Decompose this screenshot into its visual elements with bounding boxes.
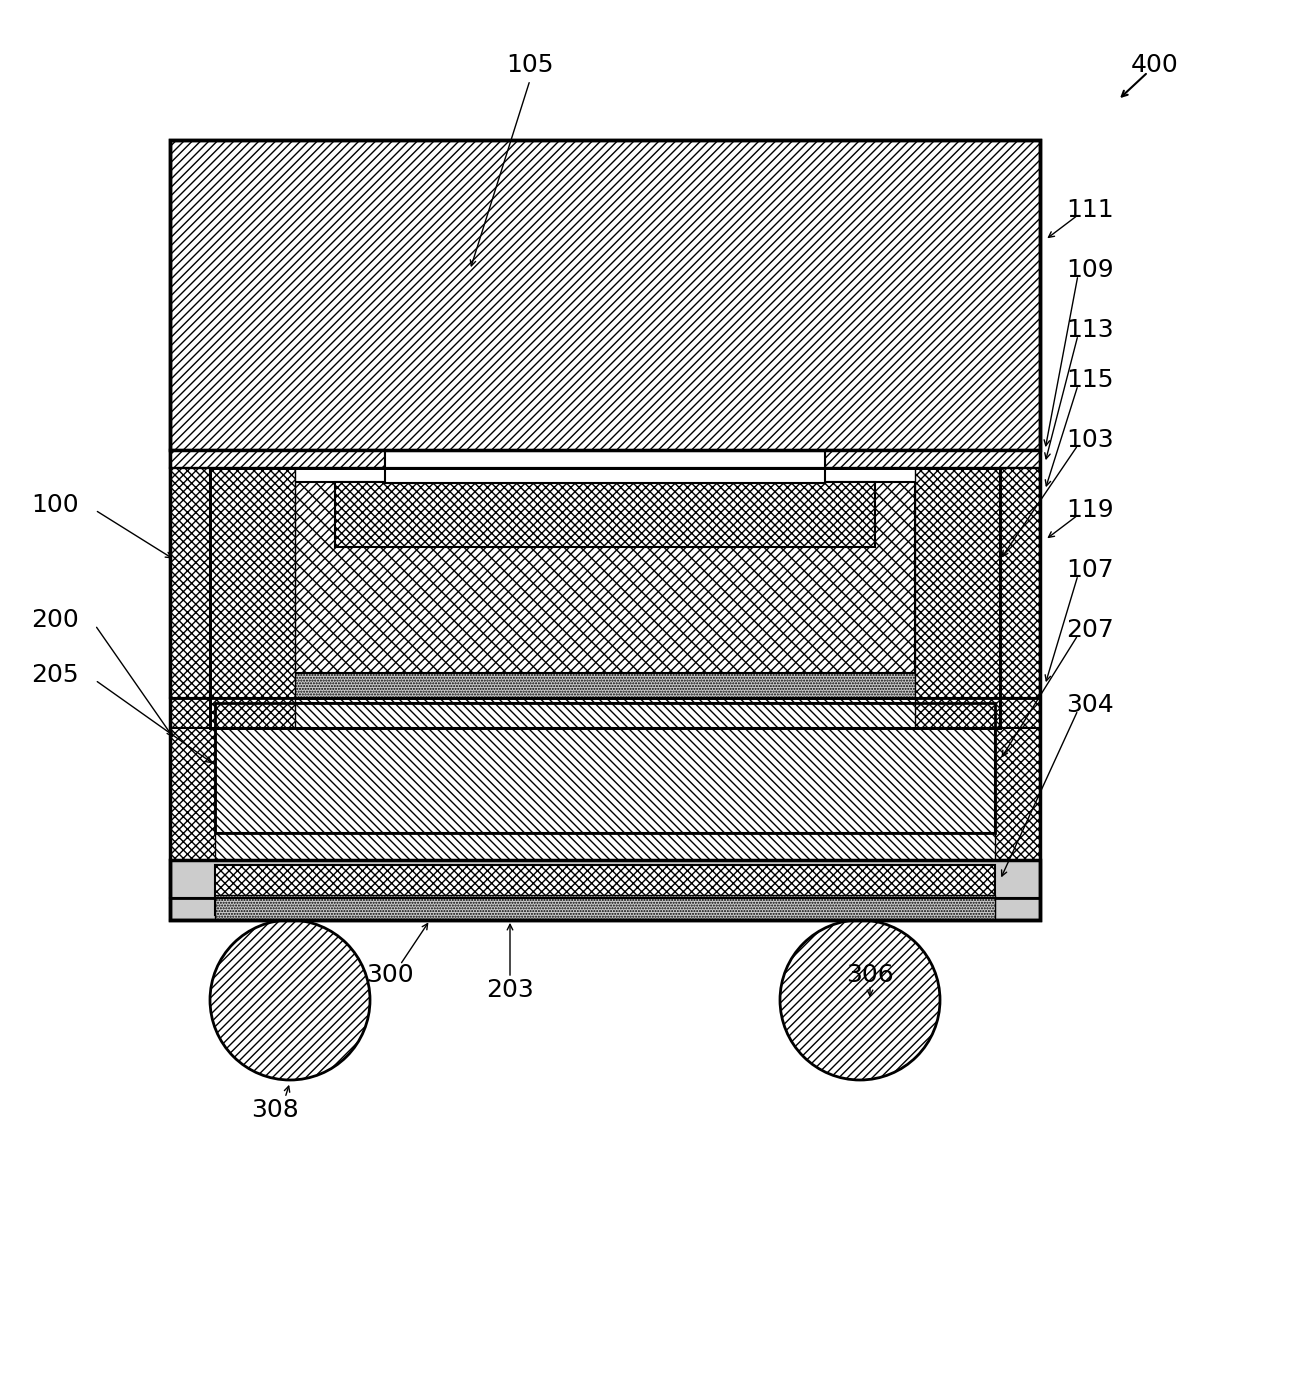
Text: 300: 300 bbox=[367, 963, 414, 988]
Bar bbox=[215, 703, 994, 834]
Bar bbox=[215, 703, 994, 834]
Text: 107: 107 bbox=[1066, 558, 1113, 583]
Circle shape bbox=[780, 920, 940, 1080]
Text: 200: 200 bbox=[31, 608, 78, 632]
Bar bbox=[170, 140, 1040, 449]
Bar bbox=[210, 467, 1000, 728]
Bar bbox=[335, 483, 874, 546]
Text: 103: 103 bbox=[1066, 429, 1113, 452]
Bar bbox=[994, 698, 1040, 897]
Bar bbox=[210, 467, 1000, 728]
Bar bbox=[170, 698, 1040, 897]
Bar bbox=[295, 483, 915, 677]
Text: 203: 203 bbox=[487, 978, 534, 1001]
Bar bbox=[915, 467, 1000, 728]
Polygon shape bbox=[1000, 449, 1040, 698]
Bar bbox=[210, 467, 295, 728]
Bar bbox=[170, 140, 1040, 920]
Text: 115: 115 bbox=[1066, 368, 1113, 393]
Bar bbox=[215, 865, 994, 915]
Text: 400: 400 bbox=[1131, 53, 1178, 78]
Bar bbox=[1000, 467, 1040, 698]
Text: 205: 205 bbox=[31, 663, 78, 687]
Text: 207: 207 bbox=[1066, 619, 1114, 642]
Text: 308: 308 bbox=[251, 1099, 299, 1122]
Text: 100: 100 bbox=[31, 492, 78, 517]
Bar bbox=[170, 449, 1040, 467]
Bar bbox=[295, 483, 915, 677]
Polygon shape bbox=[1000, 449, 1040, 698]
Bar bbox=[170, 860, 1040, 920]
Bar bbox=[385, 451, 825, 483]
Text: 109: 109 bbox=[1066, 258, 1113, 282]
Bar bbox=[170, 467, 210, 698]
Polygon shape bbox=[170, 449, 210, 698]
Bar bbox=[825, 449, 1040, 467]
Bar bbox=[215, 895, 994, 920]
Text: 119: 119 bbox=[1066, 498, 1113, 522]
Bar bbox=[170, 698, 215, 897]
Circle shape bbox=[210, 920, 371, 1080]
Text: 304: 304 bbox=[1066, 694, 1114, 717]
Bar bbox=[170, 140, 1040, 449]
Bar bbox=[170, 698, 1040, 897]
Bar bbox=[210, 673, 1000, 698]
Text: 111: 111 bbox=[1066, 198, 1113, 222]
Polygon shape bbox=[170, 449, 210, 698]
Text: 113: 113 bbox=[1066, 318, 1113, 343]
Text: 306: 306 bbox=[846, 963, 894, 988]
Bar bbox=[170, 449, 385, 467]
Bar bbox=[170, 860, 1040, 920]
Text: 105: 105 bbox=[506, 53, 553, 78]
